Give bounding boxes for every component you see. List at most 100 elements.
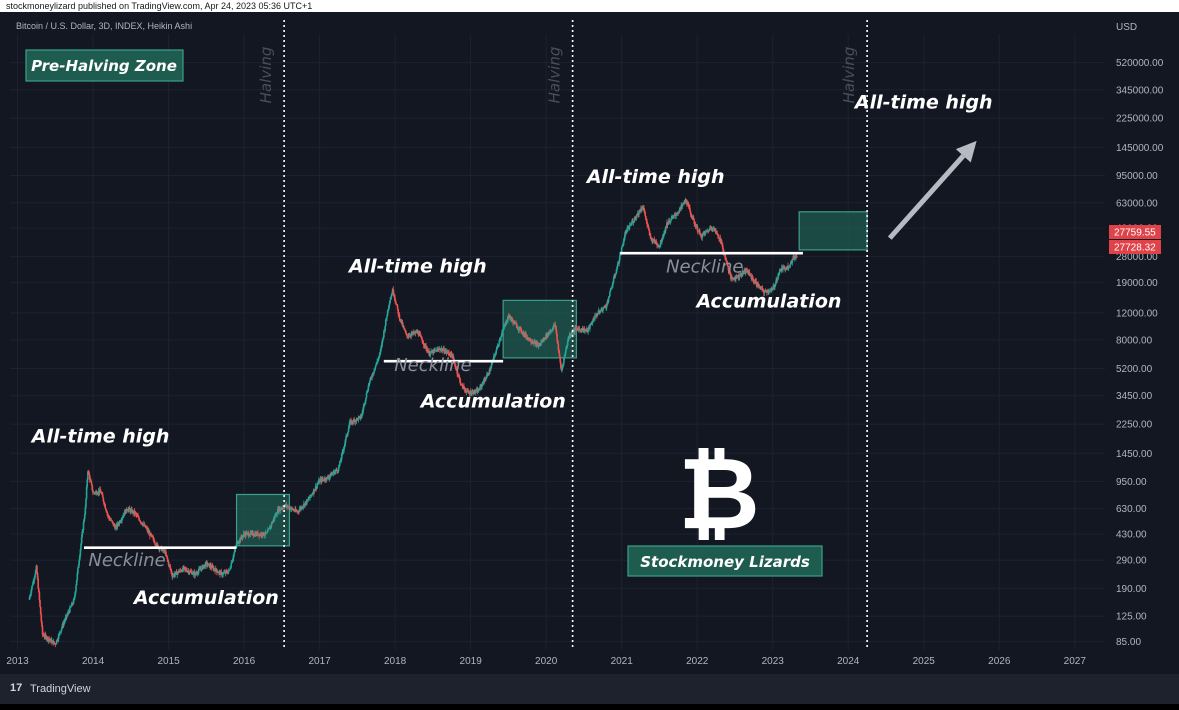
candle-body <box>321 478 324 480</box>
candle-body <box>401 321 404 326</box>
candle-body <box>326 476 328 481</box>
candle-body <box>689 207 691 211</box>
candle-body <box>162 548 165 551</box>
candle-body <box>135 513 138 515</box>
candle-body <box>477 389 480 393</box>
candle-body <box>609 291 611 297</box>
candle-body <box>237 541 239 544</box>
tradingview-logo-icon[interactable]: 17 <box>10 682 23 694</box>
current-price-label: 27728.32 <box>1114 243 1156 254</box>
candle-body <box>105 508 107 511</box>
candle-body <box>648 228 650 231</box>
candle-body <box>555 329 558 334</box>
candle-body <box>42 635 45 637</box>
y-tick-label: 12000.00 <box>1116 308 1158 319</box>
candle-body <box>314 489 316 492</box>
candle-body <box>167 561 170 565</box>
candle-body <box>394 297 396 301</box>
candle-body <box>366 390 369 393</box>
x-tick-label: 2013 <box>6 656 29 667</box>
candle-body <box>429 354 431 356</box>
candle-body <box>316 485 318 489</box>
candle-body <box>121 518 123 521</box>
candle-body <box>178 571 180 573</box>
candle-body <box>626 228 629 230</box>
candle-body <box>59 632 61 634</box>
candle-body <box>630 222 633 225</box>
candle-body <box>507 315 509 320</box>
candle-body <box>418 333 421 336</box>
candle-body <box>245 532 248 536</box>
candle-body <box>782 267 784 270</box>
candle-body <box>561 367 563 371</box>
candle-body <box>262 532 265 536</box>
candle-body <box>700 233 702 238</box>
candle-body <box>790 261 792 265</box>
price-axis[interactable]: USD 85.00 125.00 190.00 290.00 430.00 630.00 95… <box>1109 22 1164 648</box>
candle-body <box>544 338 547 340</box>
candle-body <box>794 256 796 259</box>
candle-body <box>341 451 344 454</box>
candle-body <box>647 225 650 229</box>
candle-body <box>101 494 104 498</box>
price-chart[interactable]: Halving Halving Halving All-time highAll-t… <box>0 0 1179 674</box>
candle-body <box>504 324 506 327</box>
candle-body <box>227 571 229 574</box>
candle-body <box>402 325 405 328</box>
candle-body <box>263 534 266 536</box>
x-tick-label: 2021 <box>611 656 634 667</box>
time-axis[interactable]: 2013 2014 2015 2016 2017 2018 2019 2020 2021 2022… <box>6 656 1086 667</box>
candle-body <box>562 363 565 365</box>
candle-body <box>466 389 469 391</box>
candle-body <box>607 297 610 302</box>
candle-body <box>774 283 777 286</box>
candle-body <box>644 212 647 217</box>
candle-body <box>62 622 65 626</box>
candle-body <box>164 550 166 554</box>
candle-body <box>400 319 403 323</box>
candle-body <box>386 315 388 319</box>
candle-body <box>337 467 340 472</box>
candle-body <box>652 241 655 243</box>
candle-body <box>624 232 627 235</box>
candle-body <box>252 532 254 536</box>
candle-body <box>752 278 755 282</box>
candle-body <box>381 338 384 342</box>
candle-body <box>220 571 223 573</box>
candle-body <box>203 565 205 569</box>
candle-body <box>769 290 771 292</box>
candle-body <box>363 403 365 407</box>
candle-body <box>383 330 385 338</box>
candle-body <box>670 217 673 221</box>
candle-body <box>335 469 338 471</box>
candle-body <box>791 258 794 263</box>
candle-body <box>111 521 114 523</box>
candle-body <box>243 533 246 535</box>
candle-body <box>36 572 39 579</box>
candle-body <box>672 215 675 217</box>
candle-body <box>390 295 393 298</box>
candle-body <box>612 278 615 283</box>
candle-body <box>141 522 143 524</box>
candle-body <box>685 199 687 202</box>
candle-body <box>515 323 517 325</box>
candle-body <box>128 507 131 510</box>
candle-body <box>422 343 425 346</box>
candle-body <box>46 638 48 640</box>
candle-body <box>325 479 327 481</box>
tradingview-brand[interactable]: TradingView <box>30 683 91 695</box>
candle-body <box>291 508 294 510</box>
candle-body <box>661 237 664 241</box>
candle-body <box>60 627 63 630</box>
candle-body <box>83 514 86 519</box>
candle-body <box>64 620 66 622</box>
candle-body <box>236 542 238 546</box>
candle-body <box>564 353 566 356</box>
candle-body <box>687 203 690 207</box>
candle-body <box>459 379 462 384</box>
candle-body <box>663 234 665 236</box>
candle-body <box>345 436 347 440</box>
candle-body <box>336 470 339 472</box>
candle-body <box>361 412 363 415</box>
candle-body <box>368 381 371 385</box>
